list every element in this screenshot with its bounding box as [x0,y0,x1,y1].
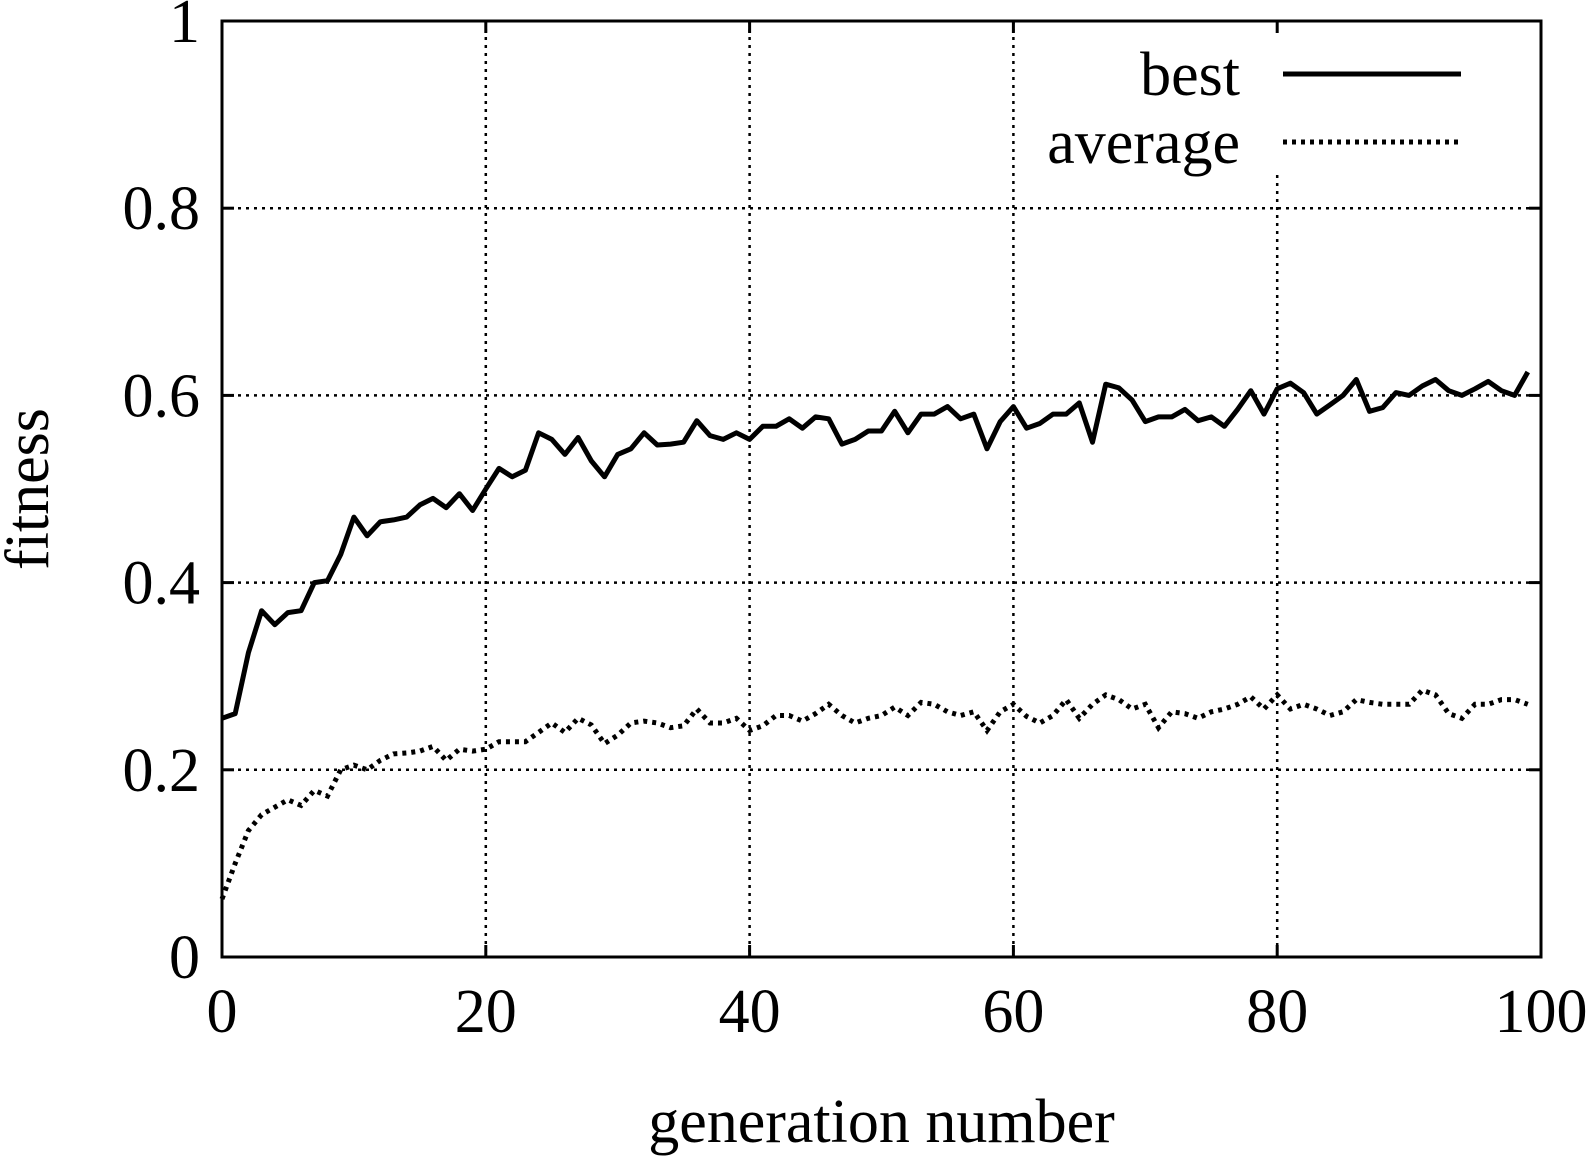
grid-lines [222,21,1541,957]
x-tick-label: 20 [455,978,517,1046]
legend-label-best: best [1140,41,1240,109]
y-tick-label: 0.2 [123,737,201,805]
x-tick-label: 100 [1495,978,1588,1046]
legend-label-average: average [1047,109,1240,177]
x-tick-labels: 0 20 40 60 80 100 [207,978,1588,1046]
y-tick-label: 0.6 [123,362,201,430]
y-tick-labels: 0 0.2 0.4 0.6 0.8 1 [123,0,201,992]
y-tick-label: 1 [169,0,200,56]
series-average-line [219,687,1529,900]
tick-marks [222,21,1541,957]
series-layer [219,370,1530,900]
x-tick-label: 60 [982,978,1044,1046]
x-axis-title: generation number [648,1088,1115,1156]
y-tick-label: 0 [169,924,200,992]
plot-frame [220,19,1543,959]
y-tick-label: 0.8 [123,175,201,243]
series-best-line [221,370,1530,721]
x-tick-label: 0 [207,978,238,1046]
y-axis-title: fitness [0,408,62,570]
x-tick-label: 80 [1246,978,1308,1046]
x-tick-label: 40 [719,978,781,1046]
y-tick-label: 0.4 [123,550,201,618]
